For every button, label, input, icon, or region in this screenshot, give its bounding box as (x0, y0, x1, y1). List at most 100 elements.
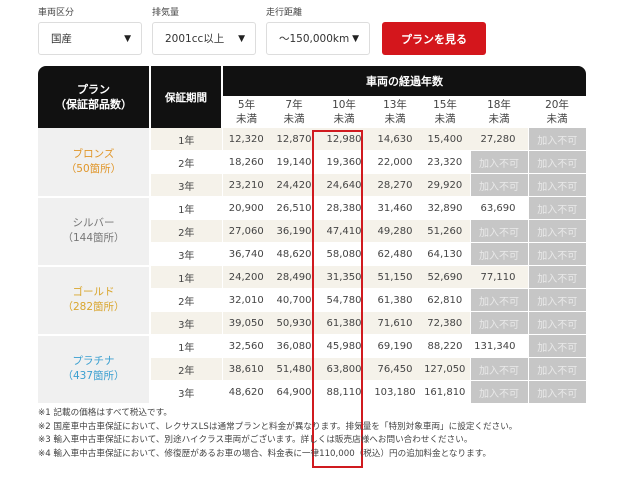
price-cell: 36,190 (270, 219, 318, 243)
price-cell: 64,130 (420, 242, 470, 266)
warranty-period-cell: 1年 (150, 265, 223, 289)
not-available-cell: 加入不可 (469, 380, 528, 404)
warranty-period-cell: 3年 (150, 242, 223, 266)
table-row: 2年 38,610 51,480 63,800 76,450 127,050 加入不可 加入不… (38, 357, 587, 381)
warranty-period-cell: 2年 (150, 150, 223, 174)
vehicle-age-header: 5年 未満 (222, 96, 270, 128)
price-cell: 32,890 (420, 196, 470, 220)
period-column-header: 保証期間 (150, 66, 223, 128)
price-cell: 36,740 (222, 242, 270, 266)
warranty-period-cell: 1年 (150, 128, 223, 151)
price-cell: 18,260 (222, 150, 270, 174)
price-cell: 51,150 (370, 265, 420, 289)
price-cell: 23,320 (420, 150, 470, 174)
view-plan-button[interactable]: プランを見る (382, 22, 486, 55)
price-cell: 54,780 (318, 288, 370, 312)
table-row: ゴールド （282箇所） 1年 24,200 28,490 31,350 51,150 52,… (38, 265, 587, 336)
price-cell: 127,050 (420, 357, 470, 381)
mileage-value: ～150,000km (279, 33, 350, 45)
plan-parts-count: （50箇所） (65, 162, 122, 175)
price-cell: 88,110 (318, 380, 370, 404)
vehicle-age-header: 15年 未満 (420, 96, 470, 128)
not-available-cell: 加入不可 (527, 173, 587, 197)
not-available-cell: 加入不可 (527, 242, 587, 266)
price-cell: 69,190 (370, 334, 420, 358)
footnote-3: ※3 輸入車中古車保証において、別途ハイクラス車両がございます。詳しくは販売店様… (38, 435, 473, 445)
price-table-container: プラン （保証部品数） 保証期間 車両の経過年数 5年 未満 7年 未満 10年 未満 13… (38, 66, 587, 468)
plan-name: プラチナ (72, 355, 115, 367)
not-available-cell: 加入不可 (469, 173, 528, 197)
footnotes: ※1 記載の価格はすべて税込です。 ※2 国産車中古車保証において、レクサスLS… (38, 407, 517, 461)
price-cell: 88,220 (420, 334, 470, 358)
plan-header-title: プラン (77, 83, 110, 96)
mileage-filter: 走行距離 ～150,000km ▼ (266, 6, 370, 55)
price-cell: 52,690 (420, 265, 470, 289)
price-cell: 38,610 (222, 357, 270, 381)
price-cell: 12,870 (270, 128, 318, 151)
not-available-cell: 加入不可 (469, 311, 528, 335)
mileage-label: 走行距離 (266, 8, 303, 18)
warranty-period-cell: 3年 (150, 311, 223, 335)
price-cell: 62,810 (420, 288, 470, 312)
age-line2: 未満 (333, 113, 355, 125)
warranty-period-cell: 3年 (150, 173, 223, 197)
price-cell: 64,900 (270, 380, 318, 404)
vehicle-type-select[interactable]: 国産 ▼ (38, 22, 142, 55)
plan-name-cell: ゴールド （282箇所） (38, 265, 151, 336)
vehicle-age-header: 20年未満 (528, 96, 587, 128)
price-cell: 12,980 (318, 128, 370, 151)
price-cell: 19,140 (270, 150, 318, 174)
warranty-period-cell: 2年 (150, 357, 223, 381)
price-cell: 22,000 (370, 150, 420, 174)
price-cell: 27,280 (470, 128, 528, 151)
not-available-cell: 加入不可 (527, 265, 587, 289)
mileage-select[interactable]: ～150,000km ▼ (266, 22, 370, 55)
displacement-select[interactable]: 2001cc以上 ▼ (152, 22, 256, 55)
not-available-cell: 加入不可 (527, 357, 587, 381)
triangle-down-icon: ▼ (238, 33, 245, 44)
not-available-cell: 加入不可 (527, 150, 587, 174)
price-cell: 61,380 (318, 311, 370, 335)
age-line1: 18年 (487, 99, 511, 111)
plan-name: シルバー (72, 217, 115, 229)
price-cell: 51,260 (420, 219, 470, 243)
price-cell: 31,460 (370, 196, 420, 220)
vehicle-type-label: 車両区分 (38, 8, 75, 18)
price-cell: 23,210 (222, 173, 270, 197)
price-cell: 32,560 (222, 334, 270, 358)
table-row: 2年 27,060 36,190 47,410 49,280 51,260 加入不可 加入不可 (38, 219, 587, 243)
price-cell: 19,360 (318, 150, 370, 174)
warranty-period-cell: 1年 (150, 334, 223, 358)
displacement-filter: 排気量 2001cc以上 ▼ (152, 6, 256, 55)
not-available-cell: 加入不可 (527, 311, 587, 335)
not-available-cell: 加入不可 (527, 334, 587, 358)
price-cell: 47,410 (318, 219, 370, 243)
price-cell: 12,320 (222, 128, 270, 151)
triangle-down-icon: ▼ (124, 33, 131, 44)
plan-name: ブロンズ (72, 147, 115, 160)
plan-name-cell: シルバー （144箇所） (38, 196, 151, 267)
age-line1: 20年 (545, 99, 569, 111)
age-line1: 13年 (383, 99, 407, 111)
age-line1: 5年 (237, 99, 256, 111)
vehicle-age-header-row: 5年 未満 7年 未満 10年 未満 13年 未満 15年 未満 18年 未満 20年 未満 (38, 96, 587, 128)
price-cell: 39,050 (222, 311, 270, 335)
warranty-period-cell: 1年 (150, 196, 223, 220)
warranty-period-cell: 2年 (150, 288, 223, 312)
plan-parts-count: （282箇所） (62, 301, 125, 313)
price-cell: 15,400 (420, 128, 470, 151)
warranty-period-cell: 2年 (150, 219, 223, 243)
table-row: 3年 23,210 24,420 24,640 28,270 29,920 加入不可 加入不可 (38, 173, 587, 197)
age-line2: 未満 (546, 113, 568, 125)
price-table: プラン （保証部品数） 保証期間 車両の経過年数 5年 未満 7年 未満 10年 未満 13… (38, 66, 587, 405)
price-cell: 131,340 (470, 334, 528, 358)
price-cell: 45,980 (318, 334, 370, 358)
not-available-cell: 加入不可 (527, 219, 587, 243)
price-cell: 51,480 (270, 357, 318, 381)
age-line2: 未満 (434, 113, 456, 125)
price-cell: 50,930 (270, 311, 318, 335)
plan-name-cell: プラチナ （437箇所） (38, 334, 151, 405)
not-available-cell: 加入不可 (527, 128, 587, 151)
price-cell: 28,490 (270, 265, 318, 289)
price-table-body: ブロンズ （50箇所） 1年 12,320 12,870 12,980 14,630 15,4… (38, 128, 587, 405)
